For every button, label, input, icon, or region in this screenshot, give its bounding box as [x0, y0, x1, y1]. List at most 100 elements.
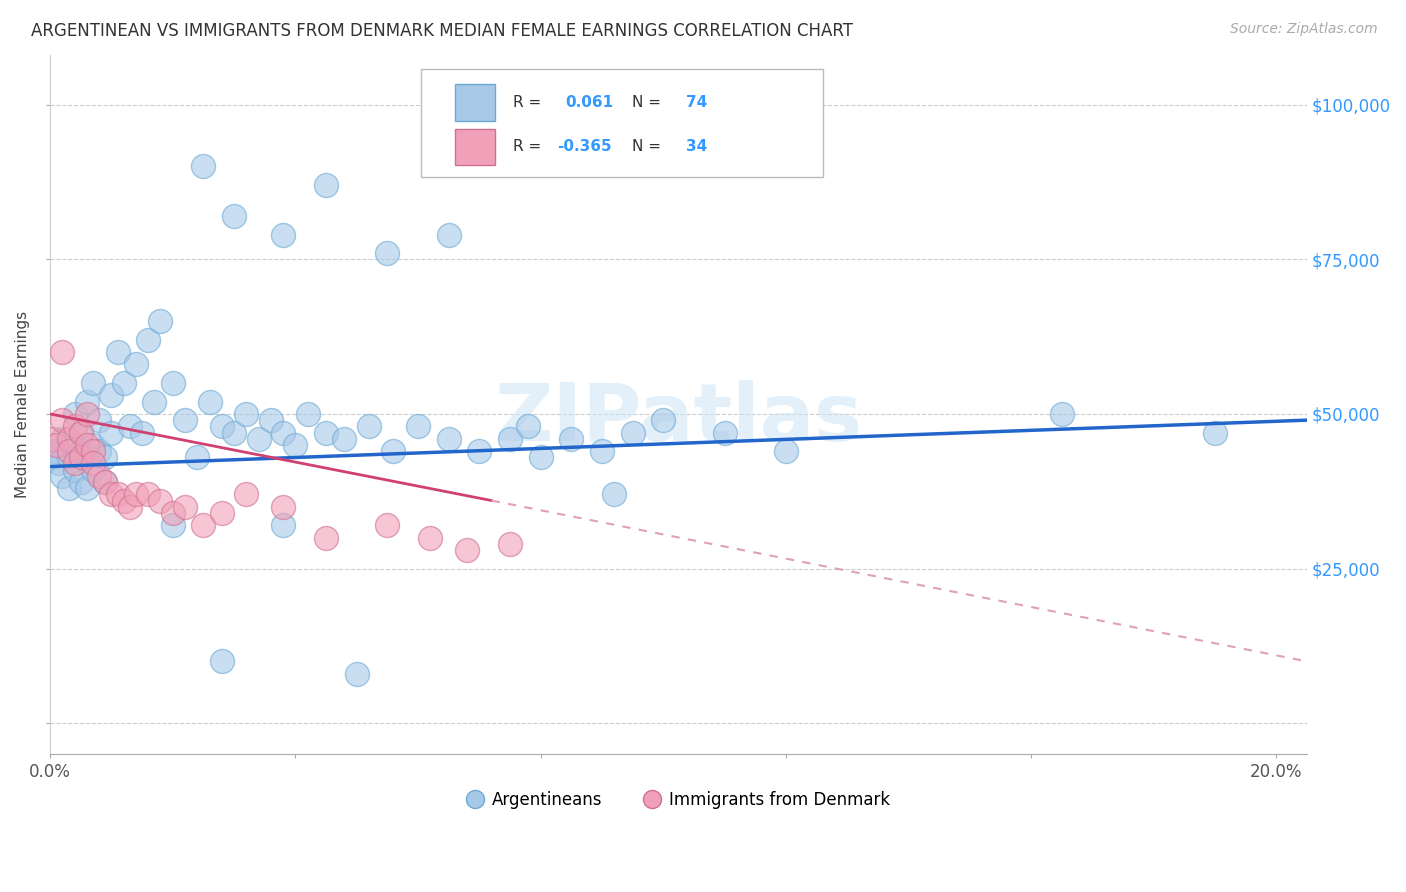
Point — [419, 531, 441, 545]
Point — [149, 493, 172, 508]
Point — [76, 481, 98, 495]
Point — [82, 462, 104, 476]
Point — [375, 246, 398, 260]
Point — [94, 475, 117, 489]
Point — [100, 388, 122, 402]
Point — [94, 450, 117, 465]
Point — [406, 419, 429, 434]
Point — [69, 475, 91, 489]
Point — [63, 462, 86, 476]
Point — [193, 518, 215, 533]
Point — [136, 333, 159, 347]
Text: R =: R = — [513, 95, 546, 110]
Text: Source: ZipAtlas.com: Source: ZipAtlas.com — [1230, 22, 1378, 37]
Point — [375, 518, 398, 533]
Point — [211, 654, 233, 668]
Point — [76, 438, 98, 452]
Point — [69, 444, 91, 458]
Point — [51, 345, 73, 359]
Point — [1204, 425, 1226, 440]
Point — [112, 493, 135, 508]
Point — [76, 450, 98, 465]
Point — [58, 432, 80, 446]
Point — [45, 438, 67, 452]
Point — [174, 413, 197, 427]
Point — [193, 160, 215, 174]
Point — [775, 444, 797, 458]
Point — [112, 376, 135, 390]
Point — [76, 407, 98, 421]
Point — [69, 450, 91, 465]
Point — [271, 227, 294, 242]
Text: N =: N = — [633, 95, 666, 110]
Point — [58, 481, 80, 495]
Text: -0.365: -0.365 — [557, 139, 612, 154]
Point — [89, 444, 111, 458]
Point — [235, 487, 257, 501]
Point — [125, 358, 148, 372]
Point — [297, 407, 319, 421]
Point — [51, 413, 73, 427]
Point — [382, 444, 405, 458]
Point — [198, 394, 221, 409]
Point — [100, 425, 122, 440]
Point — [315, 178, 337, 192]
Point — [42, 432, 65, 446]
Y-axis label: Median Female Earnings: Median Female Earnings — [15, 311, 30, 499]
Point — [118, 419, 141, 434]
Point — [437, 227, 460, 242]
Point — [51, 468, 73, 483]
Point — [82, 376, 104, 390]
Point — [48, 457, 70, 471]
Point — [162, 518, 184, 533]
Point — [456, 543, 478, 558]
Point — [713, 425, 735, 440]
Point — [560, 432, 582, 446]
Point — [271, 518, 294, 533]
Point — [211, 506, 233, 520]
Text: 34: 34 — [686, 139, 707, 154]
Point — [89, 468, 111, 483]
Point — [211, 419, 233, 434]
Point — [174, 500, 197, 514]
Legend: Argentineans, Immigrants from Denmark: Argentineans, Immigrants from Denmark — [460, 784, 897, 816]
Text: N =: N = — [633, 139, 666, 154]
Point — [63, 419, 86, 434]
Point — [591, 444, 613, 458]
Point — [51, 432, 73, 446]
Point — [517, 419, 540, 434]
Point — [63, 407, 86, 421]
Point — [186, 450, 208, 465]
Point — [315, 425, 337, 440]
Text: 74: 74 — [686, 95, 707, 110]
Point — [63, 438, 86, 452]
Point — [143, 394, 166, 409]
Point — [437, 432, 460, 446]
Point — [357, 419, 380, 434]
Point — [271, 425, 294, 440]
Point — [222, 425, 245, 440]
Point — [149, 314, 172, 328]
Point — [271, 500, 294, 514]
Point — [235, 407, 257, 421]
Point — [530, 450, 553, 465]
Point — [82, 438, 104, 452]
Point — [118, 500, 141, 514]
Text: ZIPatlas: ZIPatlas — [495, 380, 863, 458]
Point — [136, 487, 159, 501]
Point — [69, 425, 91, 440]
Point — [76, 394, 98, 409]
Point — [107, 487, 129, 501]
Text: 0.061: 0.061 — [565, 95, 613, 110]
Point — [652, 413, 675, 427]
Point — [621, 425, 644, 440]
Point — [131, 425, 153, 440]
Point — [247, 432, 270, 446]
FancyBboxPatch shape — [456, 128, 495, 165]
Point — [603, 487, 626, 501]
Point — [222, 209, 245, 223]
Text: R =: R = — [513, 139, 546, 154]
Point — [1050, 407, 1073, 421]
Point — [468, 444, 491, 458]
Point — [94, 475, 117, 489]
